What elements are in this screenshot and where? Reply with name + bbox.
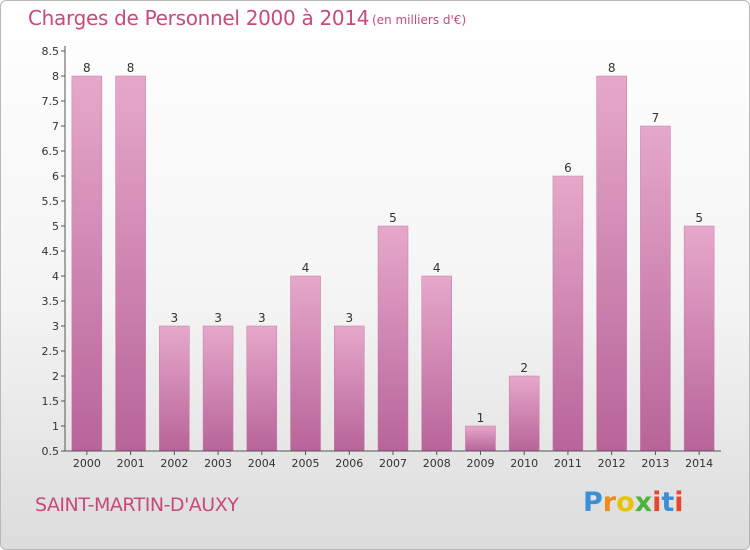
y-tick-label: 3 [52, 320, 59, 333]
logo-letter: t [661, 487, 675, 518]
x-tick-label: 2011 [554, 457, 582, 470]
x-tick-label: 2008 [423, 457, 451, 470]
bar-value-label: 2 [520, 361, 528, 375]
bar-value-label: 4 [302, 261, 310, 275]
chart-unit-label: (en milliers d'€) [372, 13, 467, 27]
bar [683, 225, 715, 452]
bar-value-label: 5 [695, 211, 703, 225]
x-tick-label: 2014 [685, 457, 713, 470]
bar-value-label: 1 [477, 411, 485, 425]
logo-letter: i [652, 487, 662, 518]
y-tick-label: 8.5 [42, 45, 60, 58]
logo-letter: r [602, 487, 617, 518]
bar-value-label: 3 [214, 311, 222, 325]
x-tick-label: 2009 [466, 457, 494, 470]
bar-value-label: 7 [652, 111, 660, 125]
y-tick-label: 6.5 [42, 145, 60, 158]
x-tick-label: 2007 [379, 457, 407, 470]
bar [202, 325, 234, 452]
y-tick-label: 5 [52, 220, 59, 233]
bar [377, 225, 409, 452]
bar [596, 75, 627, 452]
y-tick-label: 8 [52, 70, 59, 83]
y-tick-label: 1.5 [42, 395, 60, 408]
x-tick-label: 2004 [248, 457, 276, 470]
y-tick-label: 4.5 [42, 245, 60, 258]
x-tick-label: 2013 [641, 457, 669, 470]
bar-value-label: 8 [83, 61, 91, 75]
bar [115, 75, 146, 452]
x-tick-label: 2006 [335, 457, 363, 470]
bar [508, 375, 540, 452]
y-tick-label: 4 [52, 270, 59, 283]
y-tick-label: 1 [52, 420, 59, 433]
x-tick-label: 2002 [160, 457, 188, 470]
bar-value-label: 8 [608, 61, 616, 75]
chart-title: Charges de Personnel 2000 à 2014 [28, 6, 370, 30]
x-tick-label: 2000 [73, 457, 101, 470]
bar-value-label: 3 [258, 311, 266, 325]
y-tick-label: 2 [52, 370, 59, 383]
axes-group: 0.5 1 1.5 2 2.5 3 3.5 4 4.5 5 5.5 6 6.5 7 7.5 8 8.5 2000 2… [42, 45, 721, 470]
y-tick-label: 0.5 [42, 445, 60, 458]
bars-group: 8 8 3 3 3 4 3 5 4 1 2 6 8 7 5 [71, 61, 715, 452]
y-tick-label: 2.5 [42, 345, 60, 358]
x-tick-label: 2005 [292, 457, 320, 470]
y-tick-label: 7 [52, 120, 59, 133]
y-tick-label: 6 [52, 170, 59, 183]
commune-name: SAINT-MARTIN-D'AUXY [35, 494, 239, 516]
bar-value-label: 6 [564, 161, 572, 175]
logo-letter: o [616, 487, 635, 518]
x-tick-label: 2003 [204, 457, 232, 470]
bar-value-label: 3 [171, 311, 179, 325]
bar [640, 125, 671, 452]
x-tick-label: 2001 [117, 457, 145, 470]
proxiti-logo: Proxiti [583, 487, 684, 518]
bar-value-label: 3 [345, 311, 353, 325]
y-tick-label: 3.5 [42, 295, 60, 308]
logo-letter: P [583, 487, 603, 518]
y-tick-label: 5.5 [42, 195, 60, 208]
bar-value-label: 8 [127, 61, 135, 75]
logo-letter: x [634, 487, 653, 518]
bar [421, 275, 452, 452]
bar [290, 275, 321, 452]
bar-value-label: 4 [433, 261, 441, 275]
x-tick-label: 2010 [510, 457, 538, 470]
bar [334, 325, 365, 452]
y-tick-label: 7.5 [42, 95, 60, 108]
bar [465, 425, 496, 452]
bar [552, 175, 584, 452]
bar [159, 325, 190, 452]
bar [71, 75, 103, 452]
bar-value-label: 5 [389, 211, 397, 225]
logo-letter: i [674, 487, 684, 518]
bar [246, 325, 278, 452]
x-tick-label: 2012 [598, 457, 626, 470]
